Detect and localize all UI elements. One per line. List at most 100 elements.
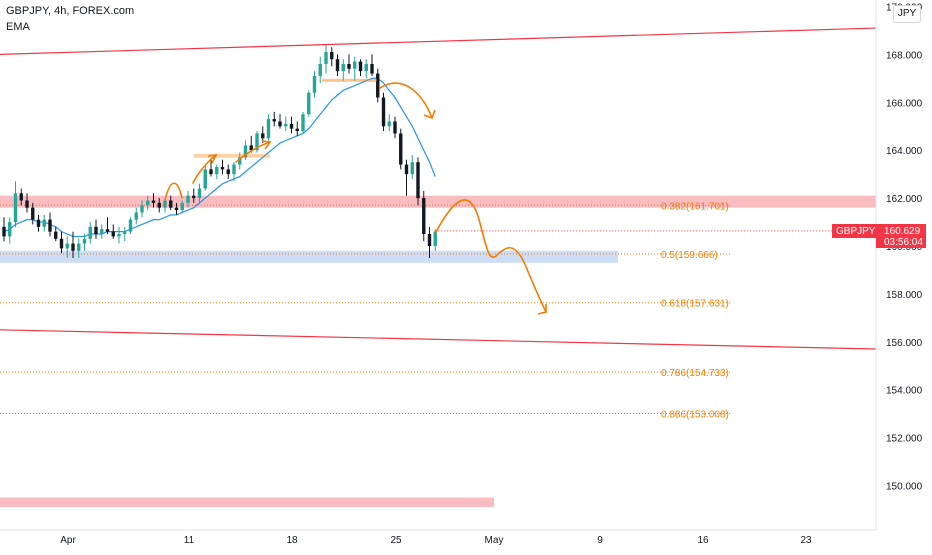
- x-tick-label: 23: [800, 535, 812, 546]
- trendline-lower: [0, 329, 877, 350]
- candle-body: [31, 207, 35, 220]
- candle-body: [134, 212, 138, 220]
- y-tick-label: 158.000: [886, 290, 923, 301]
- candle-body: [192, 195, 196, 199]
- x-tick-label: 11: [184, 535, 195, 546]
- y-tick-label: 168.000: [886, 50, 923, 61]
- arrowhead: [537, 304, 547, 315]
- candle-body: [36, 219, 41, 227]
- candle-body: [266, 119, 271, 139]
- candle-body: [203, 169, 207, 189]
- trendline-layer: [0, 27, 877, 350]
- candle-body: [399, 133, 403, 165]
- currency-button[interactable]: JPY: [893, 5, 921, 23]
- fib-layer: 0.382(161.701) 0.5(159.666) 0.618(157.631)…: [0, 201, 730, 420]
- projection-arrow: [435, 199, 547, 313]
- arrowhead: [261, 140, 272, 150]
- candle-body: [123, 231, 127, 235]
- zone-lower-zone: [0, 497, 494, 508]
- candle-body: [370, 63, 374, 74]
- x-tick-label: 16: [697, 535, 709, 546]
- candle-body: [295, 128, 299, 132]
- y-tick-label: 156.000: [886, 338, 923, 349]
- candle-body: [324, 52, 328, 64]
- projection-arrow: [379, 82, 433, 119]
- candle-body: [54, 231, 58, 239]
- candle-body: [65, 243, 69, 249]
- ema-layer: [3, 77, 436, 238]
- candle-body: [94, 226, 98, 235]
- price-tag-countdown: 03:56:04: [884, 237, 923, 248]
- fib-label: 0.618(157.631): [661, 299, 729, 310]
- x-tick-label: May: [485, 535, 504, 546]
- candle-body: [289, 123, 294, 129]
- fib-label: 0.786(154.733): [661, 368, 729, 379]
- candle-body: [232, 164, 236, 175]
- candle-body: [19, 193, 23, 201]
- candle-body: [278, 121, 282, 127]
- candle-body: [128, 219, 133, 232]
- price-tag-value: 160.629: [884, 226, 921, 237]
- candle-body: [284, 123, 288, 127]
- candle-body: [48, 219, 52, 232]
- x-tick-label: Apr: [60, 535, 76, 546]
- candle-body: [330, 52, 334, 60]
- candle-body: [433, 231, 437, 246]
- candle-body: [157, 202, 161, 208]
- y-tick-label: 154.000: [886, 386, 923, 397]
- candle-body: [186, 195, 190, 203]
- candle-body: [249, 145, 253, 151]
- x-tick-label: 25: [390, 535, 402, 546]
- projection-arrow: [235, 141, 271, 163]
- price-tag: [876, 224, 926, 248]
- candle-body: [364, 63, 368, 72]
- arrows-layer: [164, 78, 547, 315]
- zone-resistance: [0, 195, 876, 208]
- candle-body: [301, 114, 305, 132]
- symbol-tag-text: GBPJPY: [836, 226, 876, 237]
- y-tick-label: 164.000: [886, 146, 923, 157]
- candle-body: [117, 234, 121, 237]
- candle-body: [404, 164, 409, 175]
- y-tick-label: 152.000: [886, 434, 923, 445]
- fib-label: 0.886(153.008): [661, 409, 729, 420]
- highlight-mark: [194, 153, 270, 158]
- trendline-upper: [0, 27, 877, 55]
- candle-body: [77, 243, 81, 251]
- highlight-mark: [322, 78, 377, 82]
- candle-body: [209, 169, 213, 175]
- chart-title: GBPJPY, 4h, FOREX.com: [6, 5, 135, 17]
- candle-body: [381, 97, 386, 127]
- candle-body: [393, 121, 397, 134]
- candle-body: [42, 219, 46, 227]
- candle-body: [111, 231, 115, 237]
- indicator-label[interactable]: EMA: [6, 21, 30, 33]
- candle-body: [422, 198, 426, 235]
- arrowhead: [423, 109, 436, 120]
- fib-label: 0.5(159.666): [661, 250, 718, 261]
- candle-body: [318, 63, 322, 76]
- candle-body: [387, 121, 391, 127]
- symbol-tag: [832, 224, 876, 238]
- candle-body: [88, 226, 92, 239]
- projection-arrow: [164, 182, 183, 201]
- axes-layer: 150.000152.000154.000156.000158.000160.0…: [0, 0, 926, 546]
- candle-body: [341, 63, 345, 72]
- y-tick-label: 166.000: [886, 98, 923, 109]
- x-tick-label: 18: [286, 535, 298, 546]
- candle-body: [255, 133, 259, 151]
- arrowhead: [207, 154, 218, 164]
- candle-body: [82, 238, 87, 244]
- projection-arrow: [192, 154, 217, 184]
- candle-body: [25, 200, 29, 208]
- candle-body: [261, 133, 265, 139]
- y-tick-label: 150.000: [886, 482, 923, 493]
- candle-body: [215, 166, 219, 175]
- candle-body: [146, 200, 150, 206]
- candle-body: [197, 188, 202, 199]
- candle-body: [238, 157, 242, 165]
- candle-body: [174, 207, 179, 211]
- candle-body: [335, 59, 340, 72]
